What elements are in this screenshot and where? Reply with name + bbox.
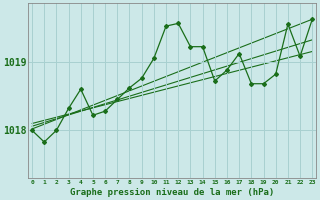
X-axis label: Graphe pression niveau de la mer (hPa): Graphe pression niveau de la mer (hPa) xyxy=(70,188,274,197)
